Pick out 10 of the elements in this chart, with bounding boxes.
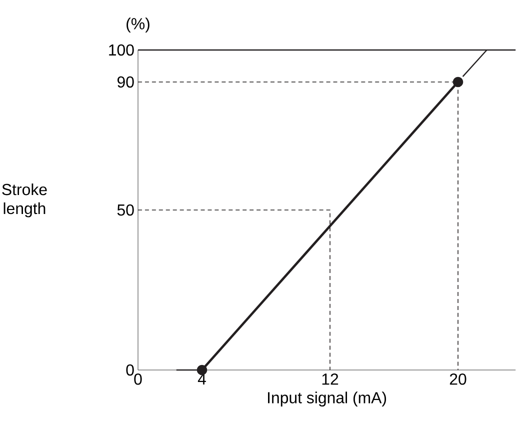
y-tick-label: 0 <box>126 364 134 376</box>
y-tick-label: 100 <box>109 44 134 56</box>
y-tick-label: 90 <box>118 76 134 88</box>
y-axis-title: Stroke length <box>2 184 47 218</box>
text: (%) <box>126 18 150 33</box>
x-tick-label: 12 <box>322 374 338 385</box>
x-tick-label: 0 <box>134 374 142 385</box>
x-axis-title: Input signal (mA) <box>268 392 386 407</box>
y-tick-label: 50 <box>117 204 134 216</box>
x-tick-label: 20 <box>450 374 466 385</box>
